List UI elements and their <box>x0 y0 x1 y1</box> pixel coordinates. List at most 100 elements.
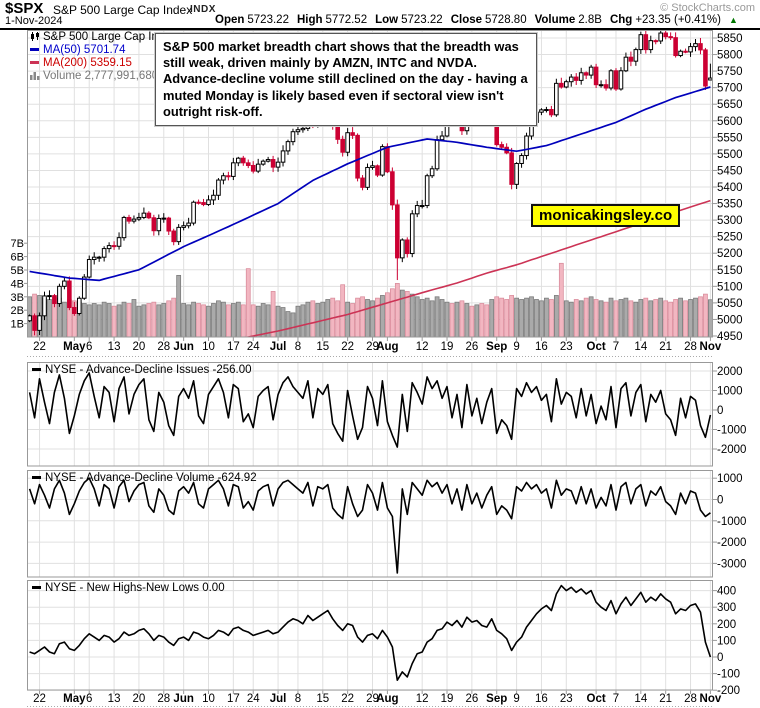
svg-text:19: 19 <box>441 693 454 705</box>
svg-text:4B: 4B <box>11 278 24 290</box>
source-credit: © StockCharts.com <box>660 2 755 14</box>
ma200-label: MA(200) <box>43 57 88 69</box>
ma200-value: 5359.15 <box>90 57 132 69</box>
close-label: Close <box>450 14 483 26</box>
svg-text:28: 28 <box>157 341 170 353</box>
svg-text:5600: 5600 <box>717 116 743 128</box>
svg-text:1000: 1000 <box>717 386 743 398</box>
svg-text:20: 20 <box>133 693 146 705</box>
legend-ma50-row: MA(50) 5701.74 <box>30 44 158 57</box>
index-title: S&P 500 Large Cap Index <box>53 3 193 17</box>
svg-text:14: 14 <box>634 341 647 353</box>
svg-text:-3000: -3000 <box>717 558 746 570</box>
svg-text:8: 8 <box>295 693 301 705</box>
nh-nl-last-value: 0.00 <box>202 582 225 594</box>
svg-text:15: 15 <box>316 693 329 705</box>
svg-text:2B: 2B <box>11 305 24 317</box>
svg-text:200: 200 <box>717 619 736 631</box>
svg-text:5450: 5450 <box>717 165 743 177</box>
svg-text:Jul: Jul <box>270 341 287 353</box>
svg-text:9: 9 <box>513 693 519 705</box>
svg-text:5300: 5300 <box>717 215 743 227</box>
ad-issues-last-value: -256.00 <box>212 364 252 376</box>
svg-text:3B: 3B <box>11 292 24 304</box>
svg-text:May: May <box>63 693 86 705</box>
svg-text:5500: 5500 <box>717 149 743 161</box>
change-up-icon: ▲ <box>728 15 738 25</box>
svg-text:12: 12 <box>416 341 429 353</box>
low-value: 5723.22 <box>401 14 443 26</box>
svg-text:-1000: -1000 <box>717 516 746 528</box>
legend-title-row: S&P 500 Large Cap In <box>30 31 158 44</box>
svg-text:20: 20 <box>133 341 146 353</box>
svg-text:19: 19 <box>441 341 454 353</box>
svg-text:9: 9 <box>513 341 519 353</box>
ad-volume-name: NYSE - Advance-Decline Volume <box>45 472 215 484</box>
ad-volume-last-value: -624.92 <box>217 472 257 484</box>
svg-text:21: 21 <box>659 693 672 705</box>
svg-text:15: 15 <box>316 341 329 353</box>
svg-text:5100: 5100 <box>717 281 743 293</box>
candlestick-icon <box>31 32 39 41</box>
volume-label: Volume <box>534 14 576 26</box>
legend-ma200-row: MA(200) 5359.15 <box>30 57 158 70</box>
svg-text:Aug: Aug <box>376 341 398 353</box>
ad-volume-legend: NYSE - Advance-Decline Volume -624.92 <box>32 472 257 484</box>
svg-text:May: May <box>63 341 86 353</box>
ad-issues-panel: 2000 1000 0 -1000 -2000 <box>27 362 746 467</box>
high-label: High <box>296 14 323 26</box>
ma200-line <box>246 199 711 337</box>
svg-text:5700: 5700 <box>717 83 743 95</box>
svg-text:22: 22 <box>33 341 46 353</box>
svg-text:22: 22 <box>33 693 46 705</box>
svg-text:300: 300 <box>717 602 736 614</box>
chart-date: 1-Nov-2024 <box>5 15 63 27</box>
ma50-line <box>29 86 711 282</box>
svg-text:100: 100 <box>717 635 736 647</box>
svg-text:7B: 7B <box>11 238 24 250</box>
svg-text:1000: 1000 <box>717 473 743 485</box>
ma200-swatch-icon <box>30 61 39 64</box>
svg-text:5200: 5200 <box>717 248 743 260</box>
svg-text:-2000: -2000 <box>717 537 746 549</box>
svg-text:5250: 5250 <box>717 232 743 244</box>
svg-text:Sep: Sep <box>486 693 507 705</box>
svg-text:Nov: Nov <box>700 693 722 705</box>
svg-text:Sep: Sep <box>486 341 507 353</box>
exchange-label: INDX <box>190 4 216 15</box>
ad-volume-panel: 1000 0 -1000 -2000 -3000 <box>27 470 746 578</box>
svg-text:8: 8 <box>295 341 301 353</box>
svg-text:-200: -200 <box>717 685 740 697</box>
svg-text:5750: 5750 <box>717 66 743 78</box>
svg-text:6: 6 <box>86 693 92 705</box>
svg-text:5850: 5850 <box>717 33 743 45</box>
ohlc-quote-line: Open 5723.22 High 5772.52 Low 5723.22 Close 572… <box>215 14 738 26</box>
svg-text:16: 16 <box>535 341 548 353</box>
svg-text:7: 7 <box>613 341 619 353</box>
open-value: 5723.22 <box>247 14 289 26</box>
nh-nl-name: NYSE - New Highs-New Lows <box>45 582 200 594</box>
svg-text:1B: 1B <box>11 319 24 331</box>
svg-text:Jun: Jun <box>173 341 193 353</box>
svg-text:23: 23 <box>560 693 573 705</box>
svg-text:Jul: Jul <box>270 693 287 705</box>
legend-volume-row: Volume 2,777,991,680 <box>30 70 158 83</box>
svg-text:4950: 4950 <box>717 331 743 343</box>
svg-text:5350: 5350 <box>717 199 743 211</box>
high-value: 5772.52 <box>325 14 368 26</box>
svg-text:22: 22 <box>341 341 354 353</box>
svg-text:5000: 5000 <box>717 314 743 326</box>
change-label: Chg <box>609 14 633 26</box>
svg-text:10: 10 <box>202 341 215 353</box>
svg-text:29: 29 <box>366 693 379 705</box>
low-label: Low <box>375 14 399 26</box>
volume-legend-value: 2,777,991,680 <box>84 70 159 82</box>
svg-text:0: 0 <box>717 405 723 417</box>
svg-text:-2000: -2000 <box>717 444 746 456</box>
svg-text:16: 16 <box>535 693 548 705</box>
main-chart-legend: S&P 500 Large Cap In MA(50) 5701.74 MA(2… <box>30 31 158 83</box>
ma50-swatch-icon <box>30 48 39 51</box>
